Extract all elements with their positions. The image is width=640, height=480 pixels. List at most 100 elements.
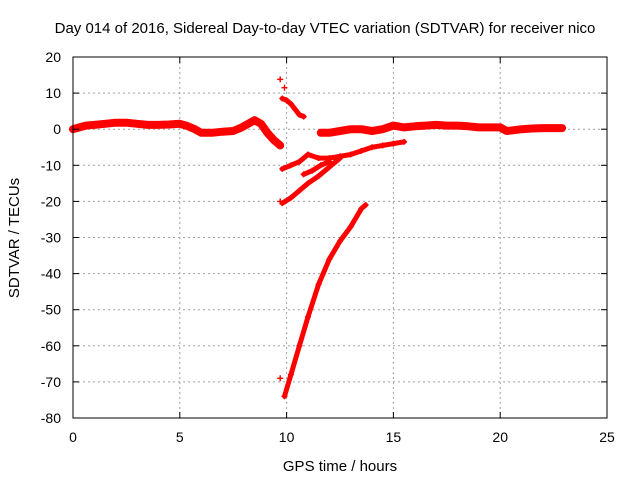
data-point	[176, 120, 183, 127]
data-point	[230, 128, 237, 135]
data-point	[300, 113, 307, 120]
data-point	[401, 138, 408, 145]
data-point	[539, 125, 546, 132]
series-arc-main-0-9h	[69, 116, 285, 150]
data-point	[433, 121, 440, 128]
data-point	[166, 121, 173, 128]
data-point	[401, 124, 408, 131]
data-point	[309, 167, 316, 174]
data-point	[510, 127, 517, 134]
y-tick-label: -50	[41, 302, 61, 318]
data-point	[518, 126, 525, 133]
data-series	[69, 76, 567, 400]
data-point	[296, 342, 303, 349]
data-point	[296, 111, 303, 118]
data-point	[550, 125, 557, 132]
series-arc-main-11.6-23h	[316, 120, 567, 137]
data-point	[411, 123, 418, 130]
x-tick-label: 20	[492, 429, 508, 445]
data-point	[277, 198, 284, 205]
data-point	[315, 173, 322, 180]
x-tick-label: 0	[69, 429, 77, 445]
data-point	[347, 223, 354, 230]
series-arc-minus12	[300, 158, 333, 178]
data-point	[277, 375, 284, 382]
data-point	[326, 129, 333, 136]
data-point	[326, 158, 333, 165]
data-point	[315, 281, 322, 288]
data-point	[281, 393, 288, 400]
series-arc-steep	[281, 202, 369, 400]
series-arc-minus20	[279, 155, 343, 207]
data-point	[281, 84, 288, 91]
data-point	[317, 129, 324, 136]
data-point	[91, 121, 98, 128]
y-tick-label: -60	[41, 338, 61, 354]
data-point	[304, 151, 311, 158]
x-tick-label: 5	[176, 429, 184, 445]
data-point	[82, 122, 89, 129]
data-point	[362, 202, 369, 209]
data-point	[369, 144, 376, 151]
y-tick-label: -10	[41, 157, 61, 173]
data-point	[296, 187, 303, 194]
data-point	[326, 256, 333, 263]
data-point	[102, 120, 109, 127]
y-tick-label: 20	[45, 49, 61, 65]
data-point	[337, 238, 343, 245]
data-point	[76, 124, 83, 131]
data-point	[315, 155, 322, 162]
series-arc-plus8	[279, 95, 307, 120]
data-point	[264, 129, 271, 136]
data-point	[390, 140, 397, 147]
data-point	[390, 122, 397, 129]
data-point	[422, 122, 429, 129]
data-point	[191, 126, 198, 133]
data-point	[208, 129, 215, 136]
data-point	[486, 124, 493, 131]
data-point	[183, 122, 190, 129]
data-point	[287, 100, 294, 107]
y-tick-label: -80	[41, 410, 61, 426]
data-point	[279, 165, 286, 172]
data-point	[503, 128, 510, 135]
data-point	[326, 164, 333, 171]
data-point	[317, 162, 324, 169]
data-point	[358, 147, 365, 154]
y-axis-title: SDTVAR / TECUs	[6, 178, 23, 298]
data-point	[134, 120, 141, 127]
x-axis-title: GPS time / hours	[283, 458, 397, 475]
data-point	[292, 106, 299, 113]
data-point	[270, 137, 277, 144]
series-line	[316, 120, 567, 137]
data-point	[379, 126, 386, 133]
data-point	[283, 97, 290, 104]
data-point	[112, 119, 119, 126]
series-arc-minus10	[279, 138, 408, 172]
data-point	[304, 313, 311, 320]
data-point	[198, 129, 205, 136]
data-point	[287, 194, 294, 201]
data-point	[475, 124, 482, 131]
series-isolated-points	[277, 76, 288, 382]
data-point	[559, 125, 566, 132]
data-point	[369, 128, 376, 135]
data-point	[238, 124, 245, 131]
data-point	[287, 162, 294, 169]
x-tick-label: 10	[279, 429, 295, 445]
data-point	[296, 158, 303, 165]
data-point	[347, 126, 354, 133]
data-point	[379, 142, 386, 149]
series-line	[282, 202, 369, 399]
data-point	[219, 128, 226, 135]
data-point	[337, 128, 343, 135]
data-point	[358, 126, 365, 133]
data-point	[304, 180, 311, 187]
data-point	[497, 124, 504, 131]
data-point	[277, 76, 284, 83]
data-point	[155, 121, 162, 128]
data-point	[287, 371, 294, 378]
y-tick-label: -20	[41, 193, 61, 209]
data-point	[257, 120, 264, 127]
